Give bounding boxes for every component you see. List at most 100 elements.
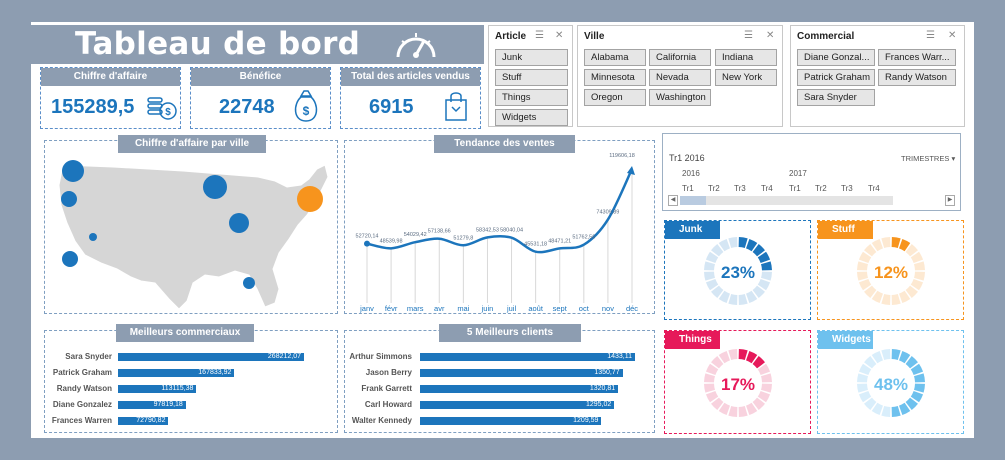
- bar[interactable]: 97819,18: [118, 401, 186, 409]
- clear-filter-icon[interactable]: ✕: [555, 30, 564, 41]
- city-bubble-alabama[interactable]: [243, 277, 255, 289]
- donut-segment: [899, 350, 911, 364]
- timeline-level[interactable]: TRIMESTRES ▾: [901, 154, 956, 163]
- timeline-quarter[interactable]: Tr1: [789, 184, 801, 193]
- donut-segment: [711, 285, 724, 298]
- donut-segment: [728, 349, 738, 360]
- kpi-revenue: Chiffre d'affaire 155289,5 $: [40, 67, 181, 129]
- svg-text:$: $: [165, 107, 171, 118]
- x-axis-label: janv: [359, 304, 374, 313]
- bar[interactable]: 268212,07: [118, 353, 304, 361]
- bar[interactable]: 1350,77: [420, 369, 623, 377]
- slicer-item-new-york[interactable]: New York: [715, 69, 777, 86]
- multi-select-icon[interactable]: ☰: [535, 30, 544, 41]
- donut-segment: [905, 397, 918, 410]
- multi-select-icon[interactable]: ☰: [744, 30, 753, 41]
- donut-segment: [864, 356, 877, 369]
- donut-segment: [857, 373, 868, 383]
- timeline-selection[interactable]: [680, 196, 706, 205]
- trend-data-label: 58342,53: [476, 227, 499, 233]
- scroll-left-icon[interactable]: ◀: [668, 195, 678, 206]
- bar[interactable]: 1209,59: [420, 417, 602, 425]
- slicer-item-indiana[interactable]: Indiana: [715, 49, 777, 66]
- donut-segment: [728, 294, 738, 305]
- x-axis-label: avr: [434, 304, 445, 313]
- donut-segment: [914, 261, 925, 271]
- city-bubble-washington[interactable]: [62, 160, 84, 182]
- timeline-year-2017: 2017: [789, 169, 807, 178]
- x-axis-label: mai: [457, 304, 469, 313]
- bar[interactable]: 167833,92: [118, 369, 235, 377]
- timeline-quarter[interactable]: Tr3: [734, 184, 746, 193]
- x-axis-label: nov: [602, 304, 614, 313]
- donut-segment: [905, 356, 918, 369]
- x-axis-label: déc: [626, 304, 638, 313]
- bar[interactable]: 113115,38: [118, 385, 197, 393]
- slicer-item-stuff[interactable]: Stuff: [495, 69, 568, 86]
- donut-segment: [899, 238, 911, 252]
- slicer-item-washington[interactable]: Washington: [649, 89, 711, 106]
- slicer-item-california[interactable]: California: [649, 49, 711, 66]
- timeline-quarter[interactable]: Tr2: [815, 184, 827, 193]
- city-bubble-oregon[interactable]: [61, 191, 77, 207]
- kpi-revenue-label: Chiffre d'affaire: [41, 68, 180, 86]
- slicer-item-widgets[interactable]: Widgets: [495, 109, 568, 126]
- donut-segment: [905, 285, 918, 298]
- slicer-item-randy-watson[interactable]: Randy Watson: [878, 69, 956, 86]
- clear-filter-icon[interactable]: ✕: [948, 30, 957, 41]
- bar-label: Diane Gonzalez: [52, 400, 112, 409]
- timeline-quarter[interactable]: Tr4: [761, 184, 773, 193]
- clear-filter-icon[interactable]: ✕: [766, 30, 775, 41]
- trend-title: Tendance des ventes: [434, 135, 575, 153]
- slicer-item-junk[interactable]: Junk: [495, 49, 568, 66]
- slicer-item-oregon[interactable]: Oregon: [584, 89, 646, 106]
- page-title: Tableau de bord: [75, 26, 361, 62]
- donut-segment: [738, 237, 748, 248]
- speedometer-icon: [396, 33, 436, 58]
- money-bag-icon: $: [294, 90, 318, 122]
- trend-data-label: 48539,98: [380, 238, 403, 244]
- donut-segment: [746, 290, 758, 304]
- trend-point[interactable]: [364, 240, 370, 247]
- timeline-quarter[interactable]: Tr3: [841, 184, 853, 193]
- timeline-bar[interactable]: [680, 196, 893, 205]
- top-sales-title: Meilleurs commerciaux: [116, 324, 254, 342]
- title-bar: [31, 25, 484, 64]
- bar[interactable]: 72790,82: [118, 417, 169, 425]
- bar[interactable]: 1320,81: [420, 385, 619, 393]
- x-axis-label: sept: [553, 304, 568, 313]
- donut-segment: [858, 279, 872, 291]
- bar[interactable]: 1295,02: [420, 401, 615, 409]
- timeline-quarter[interactable]: Tr1: [682, 184, 694, 193]
- bar-label: Arthur Simmons: [349, 352, 412, 361]
- bar[interactable]: 1433,11: [420, 353, 635, 361]
- timeline-quarter[interactable]: Tr4: [868, 184, 880, 193]
- city-bubble-nevada[interactable]: [89, 233, 97, 241]
- slicer-item-nevada[interactable]: Nevada: [649, 69, 711, 86]
- donut-segment: [761, 261, 772, 271]
- scroll-right-icon[interactable]: ▶: [945, 195, 955, 206]
- slicer-item-frances-warren[interactable]: Frances Warr...: [878, 49, 956, 66]
- timeline-quarter[interactable]: Tr2: [708, 184, 720, 193]
- city-bubble-indiana[interactable]: [229, 213, 249, 233]
- donut-segment: [757, 391, 771, 403]
- x-axis-label: mars: [407, 304, 424, 313]
- donut-segment: [864, 285, 877, 298]
- donut-segment: [914, 373, 925, 383]
- donut-segment: [857, 271, 868, 281]
- top-sales-chart: Sara Snyder 268212,07 Patrick Graham 167833…: [45, 331, 339, 434]
- city-bubble-new-york[interactable]: [297, 186, 323, 212]
- slicer-item-diane-gonzalez[interactable]: Diane Gonzal...: [797, 49, 875, 66]
- slicer-item-patrick-graham[interactable]: Patrick Graham: [797, 69, 875, 86]
- slicer-item-sara-snyder[interactable]: Sara Snyder: [797, 89, 875, 106]
- city-bubble-california[interactable]: [62, 251, 78, 267]
- slicer-item-things[interactable]: Things: [495, 89, 568, 106]
- slicer-item-minnesota[interactable]: Minnesota: [584, 69, 646, 86]
- donut-segment: [871, 350, 883, 364]
- donut-segment: [891, 406, 901, 417]
- multi-select-icon[interactable]: ☰: [926, 30, 935, 41]
- donut-segment: [746, 402, 758, 416]
- donut-segment: [705, 251, 719, 263]
- slicer-item-alabama[interactable]: Alabama: [584, 49, 646, 66]
- city-bubble-minnesota[interactable]: [203, 175, 227, 199]
